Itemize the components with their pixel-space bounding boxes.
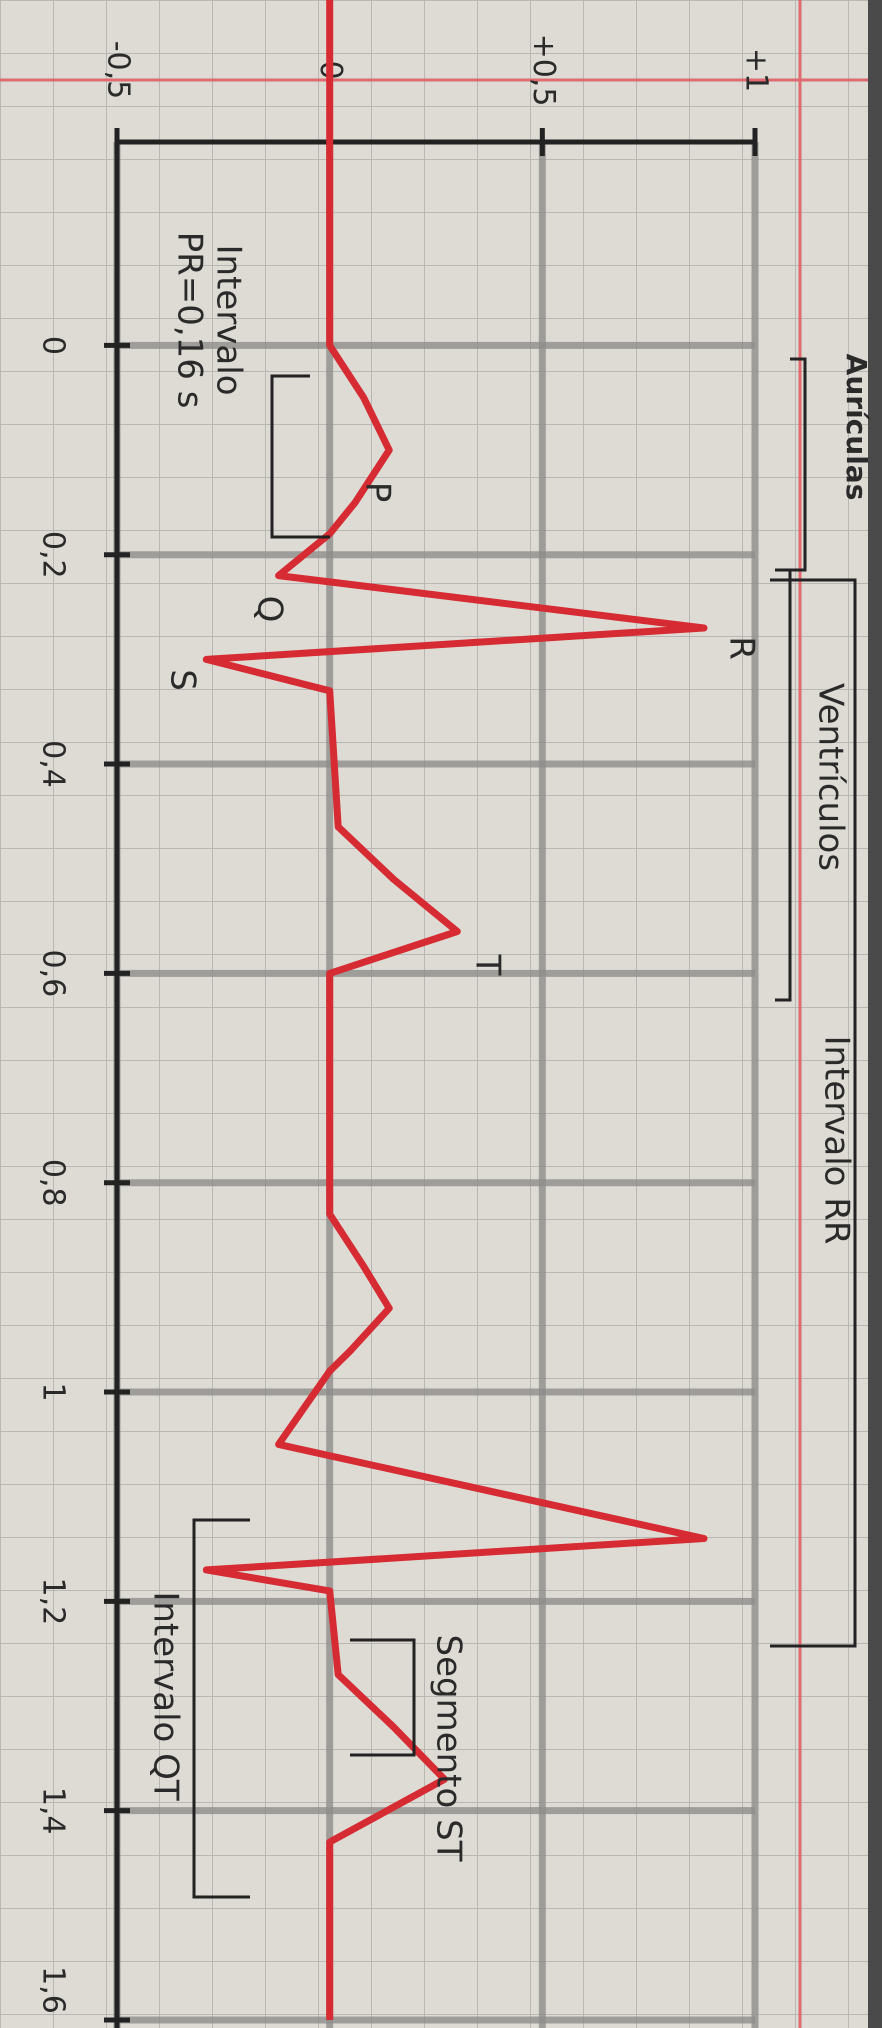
bracket — [775, 568, 792, 1002]
x-tick-label: 0 — [36, 336, 71, 355]
bracket — [770, 578, 857, 1648]
wave-label: R — [722, 636, 762, 660]
annotation: Segmento ST — [429, 1635, 469, 1862]
x-tick-label: 1,4 — [36, 1787, 71, 1835]
annotation: PR=0,16 s — [170, 232, 210, 409]
annotation: Intervalo — [209, 244, 249, 395]
ticks: -0,5 0 +0,5 +100,20,40,60,811,21,41,6 — [36, 34, 774, 2023]
bracket — [790, 357, 807, 572]
y-tick-label: -0,5 — [101, 41, 136, 100]
wave-label: S — [163, 669, 203, 691]
bracket — [270, 374, 330, 539]
annotation: Intervalo RR — [817, 1035, 857, 1244]
x-tick-label: 1 — [36, 1382, 71, 1401]
ecg-line — [202, 0, 708, 2020]
wave-label: Q — [250, 596, 290, 623]
wave-label: P — [358, 482, 398, 503]
annotation: Ventrículos — [811, 683, 851, 871]
x-tick-label: 1,2 — [36, 1577, 71, 1625]
bracket — [192, 1518, 250, 1899]
annotation: Aurículas — [840, 354, 873, 501]
trace — [202, 0, 708, 2020]
y-tick-label: +1 — [739, 48, 774, 92]
bracket — [350, 1638, 416, 1757]
x-tick-label: 0,8 — [36, 1159, 71, 1207]
wave-label: T — [468, 954, 508, 976]
x-tick-label: 1,6 — [36, 1966, 71, 2014]
x-tick-label: 0,2 — [36, 531, 71, 579]
annotation: Intervalo QT — [146, 1591, 186, 1801]
edge — [868, 0, 882, 2028]
x-tick-label: 0,4 — [36, 740, 71, 788]
y-tick-label: +0,5 — [526, 34, 561, 107]
x-tick-label: 0,6 — [36, 950, 71, 998]
